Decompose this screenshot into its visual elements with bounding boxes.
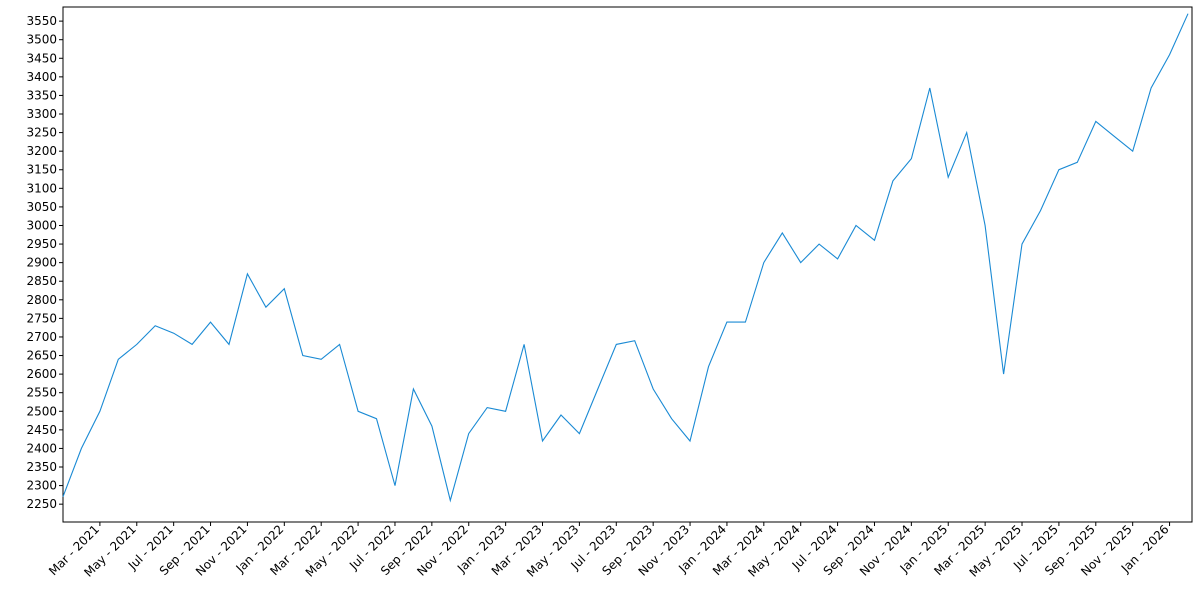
y-tick-label: 3350 — [26, 88, 57, 102]
y-tick-label: 3150 — [26, 163, 57, 177]
y-tick-label: 2450 — [26, 423, 57, 437]
plot-frame — [62, 6, 1193, 523]
y-tick-label: 2500 — [26, 404, 57, 418]
y-tick-label: 2600 — [26, 367, 57, 381]
y-tick-label: 3000 — [26, 218, 57, 232]
y-tick-label: 2800 — [26, 293, 57, 307]
y-tick-label: 3300 — [26, 107, 57, 121]
y-tick-label: 2650 — [26, 349, 57, 363]
y-tick-label: 3400 — [26, 70, 57, 84]
line-series — [62, 13, 1189, 503]
y-tick-label: 2400 — [26, 441, 57, 455]
y-tick-label: 3050 — [26, 200, 57, 214]
y-tick-label: 3250 — [26, 126, 57, 140]
y-tick-label: 2950 — [26, 237, 57, 251]
y-tick-label: 2750 — [26, 311, 57, 325]
y-tick-label: 3100 — [26, 181, 57, 195]
y-tick-label: 2350 — [26, 460, 57, 474]
y-tick-label: 2850 — [26, 274, 57, 288]
y-tick-label: 3450 — [26, 51, 57, 65]
y-tick-label: 2550 — [26, 386, 57, 400]
y-tick-label: 2250 — [26, 497, 57, 511]
y-tick-label: 3500 — [26, 33, 57, 47]
y-tick-label: 3550 — [26, 14, 57, 28]
y-tick-label: 3200 — [26, 144, 57, 158]
y-tick-label: 2300 — [26, 479, 57, 493]
y-tick-label: 2900 — [26, 256, 57, 270]
y-tick-label: 2700 — [26, 330, 57, 344]
